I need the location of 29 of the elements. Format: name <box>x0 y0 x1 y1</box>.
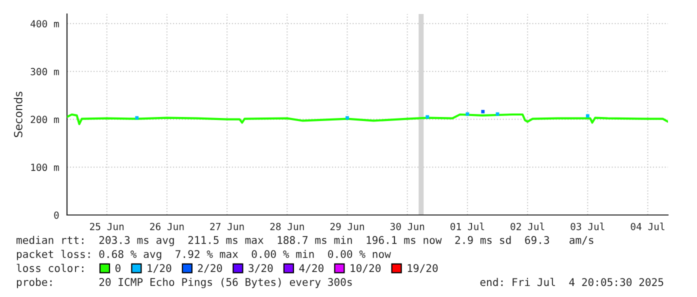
y-tick-label: 0 <box>54 212 59 219</box>
legend-label: 19/20 <box>408 264 438 273</box>
legend-label: 10/20 <box>350 264 381 273</box>
y-tick-label: 300 m <box>30 68 59 76</box>
x-tick-label: 30 Jun <box>390 222 424 230</box>
x-tick-label: 25 Jun <box>90 222 124 230</box>
x-tick-label: 28 Jun <box>270 222 304 230</box>
text: probe: 20 ICMP Echo Pings (56 Bytes) every 300s <box>16 278 352 288</box>
legend-label: 4/20 <box>299 264 324 273</box>
text: end: Fri Jul 4 20:05:30 2025 <box>480 278 664 286</box>
legend-label: 1/20 <box>148 264 172 273</box>
y-tick-label: 400 m <box>30 20 59 28</box>
y-tick-label: 200 m <box>30 116 59 124</box>
x-tick-label: 01 Jul <box>450 222 484 230</box>
legend-label: 3/20 <box>248 264 273 273</box>
x-tick-label: 02 Jul <box>510 222 544 230</box>
x-tick-label: 04 Jul <box>630 222 664 230</box>
y-axis-title: Seconds <box>14 92 22 138</box>
legend-label: 2/20 <box>198 264 222 273</box>
x-tick-label: 03 Jul <box>570 222 604 230</box>
text: median rtt: 203.3 ms avg 211.5 ms max 188.7 ms min 196.1 ms now 2.9 ms sd 69.3 am/s <box>16 236 594 246</box>
y-tick-label: 100 m <box>31 164 59 171</box>
legend-label: 0 <box>115 264 120 272</box>
x-tick-label: 29 Jun <box>330 222 364 230</box>
x-tick-label: 26 Jun <box>150 222 184 230</box>
text: packet loss: 0.68 % avg 7.92 % max 0.00 % min 0.00 % now <box>16 250 391 260</box>
line-series <box>67 113 668 126</box>
x-tick-label: 27 Jun <box>210 222 244 230</box>
legend-title: loss color: <box>16 264 84 272</box>
